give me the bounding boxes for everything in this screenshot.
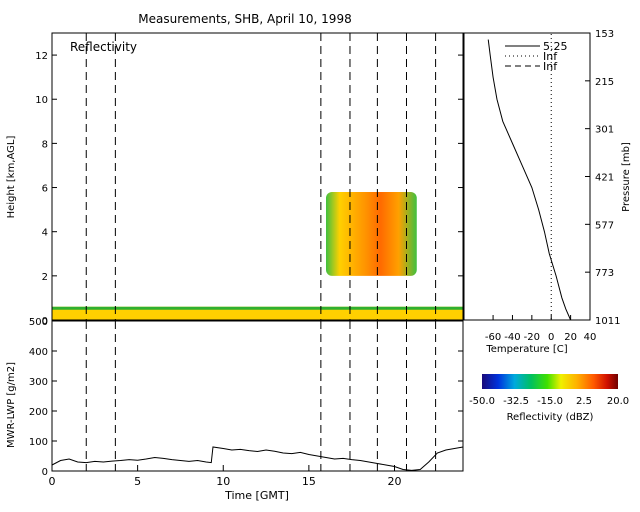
- temperature-tick-label: 20: [564, 332, 577, 343]
- pressure-ticks: 153 215 301 421 577 773 1011: [585, 29, 620, 327]
- reflectivity-y-axis-label: Height [km,AGL]: [6, 136, 17, 219]
- temperature-tick-label: -40: [504, 332, 520, 343]
- pressure-tick-label: 421: [595, 173, 614, 184]
- lwp-tick-label: 200: [29, 407, 48, 418]
- reflectivity-echoes: [52, 191, 463, 320]
- lwp-tick-label: 0: [42, 467, 48, 478]
- colorbar-tick-label: 2.5: [576, 396, 592, 407]
- lwp-dashed-lines: [85, 321, 437, 471]
- temperature-profile-line: [487, 39, 572, 321]
- figure-title: Measurements, SHB, April 10, 1998: [138, 12, 351, 26]
- y-tick-label: 12: [35, 51, 48, 62]
- pressure-tick-label: 773: [595, 268, 614, 279]
- y-tick-label: 0: [42, 316, 48, 327]
- lwp-y-axis-label: MWR-LWP [g/m2]: [6, 362, 17, 448]
- temperature-ticks: -60 -40 -20 0 20 40: [485, 315, 596, 343]
- sounding-legend: 5.25 Inf Inf: [505, 40, 568, 73]
- pressure-tick-label: 153: [595, 29, 614, 40]
- echo-region-surface-edge: [52, 306, 463, 310]
- lwp-y-ticks: 0 100 200 300 400 500: [29, 317, 463, 478]
- legend-item-solid: 5.25: [543, 40, 568, 53]
- temperature-tick-label: -20: [524, 332, 540, 343]
- lwp-frame: [51, 320, 464, 472]
- time-x-ticks: 0 5 10 15 20: [49, 465, 402, 488]
- time-tick-label: 0: [49, 475, 56, 488]
- temperature-tick-label: 0: [548, 332, 554, 343]
- y-tick-label: 10: [35, 95, 48, 106]
- reflectivity-y-ticks: 0 2 4 6 8 10 12: [35, 51, 463, 327]
- pressure-tick-label: 301: [595, 125, 614, 136]
- time-tick-label: 15: [302, 475, 316, 488]
- y-tick-label: 4: [42, 228, 48, 239]
- lwp-tick-label: 300: [29, 377, 48, 388]
- legend-item-dotted: Inf: [543, 50, 558, 63]
- lwp-tick-label: 500: [29, 317, 48, 328]
- time-tick-label: 5: [134, 475, 141, 488]
- lwp-tick-label: 400: [29, 347, 48, 358]
- reflectivity-panel: 0 2 4 6 8 10 12 Reflectivity Height [km,AGL]: [6, 32, 464, 327]
- reflectivity-panel-title: Reflectivity: [70, 40, 137, 54]
- y-tick-label: 6: [42, 184, 48, 195]
- time-axis-label: Time [GMT]: [224, 489, 289, 502]
- lwp-panel: 0 100 200 300 400 500 0 5 10 15 20 MWR-LWP [g/m2]…: [6, 317, 464, 502]
- lwp-tick-label: 100: [29, 437, 48, 448]
- colorbar-label: Reflectivity (dBZ): [507, 412, 594, 423]
- pressure-axis-label: Pressure [mb]: [621, 142, 632, 212]
- time-tick-label: 20: [388, 475, 402, 488]
- echo-region-cell: [326, 191, 417, 276]
- reflectivity-frame: [51, 32, 464, 321]
- colorbar-tick-label: -50.0: [469, 396, 495, 407]
- pressure-tick-label: 577: [595, 220, 614, 231]
- pressure-tick-label: 215: [595, 77, 614, 88]
- y-tick-label: 2: [42, 272, 48, 283]
- colorbar-tick-label: 20.0: [607, 396, 629, 407]
- colorbar-tick-label: -15.0: [537, 396, 563, 407]
- temperature-axis-label: Temperature [C]: [485, 344, 567, 355]
- colorbar-gradient: [482, 374, 618, 389]
- temperature-tick-label: -60: [485, 332, 501, 343]
- time-tick-label: 10: [216, 475, 230, 488]
- legend-item-dashed: Inf: [543, 60, 558, 73]
- temperature-tick-label: 40: [584, 332, 597, 343]
- reflectivity-dashed-lines: [85, 33, 437, 320]
- colorbar-tick-label: -32.5: [503, 396, 529, 407]
- colorbar: -50.0 -32.5 -15.0 2.5 20.0 Reflectivity (dBZ…: [469, 374, 629, 423]
- lwp-series-line: [51, 446, 464, 471]
- y-tick-label: 8: [42, 139, 48, 150]
- colorbar-tick-labels: -50.0 -32.5 -15.0 2.5 20.0: [469, 396, 629, 407]
- pressure-tick-label: 1011: [595, 316, 620, 327]
- echo-region-surface: [52, 306, 463, 320]
